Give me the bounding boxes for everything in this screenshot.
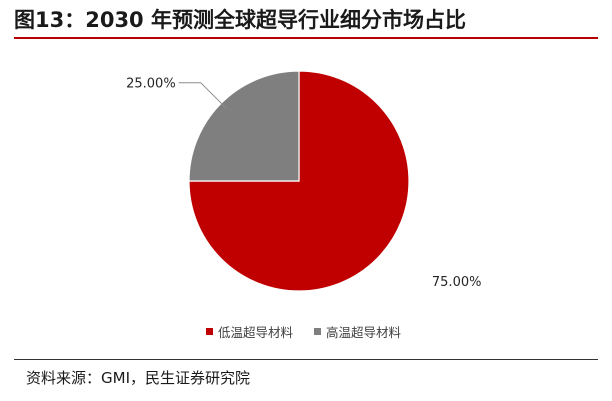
- legend-label-1: 低温超导材料: [218, 325, 294, 340]
- leader-line-2: [178, 82, 228, 110]
- title-rule: [14, 37, 598, 39]
- legend-swatch-2: [314, 328, 321, 335]
- data-label-1: 75.00%: [432, 275, 482, 290]
- data-label-2: 25.00%: [126, 77, 176, 92]
- pie-chart: 75.00% 25.00% 低温超导材料 高温超导材料: [126, 70, 482, 340]
- figure-title: 图13：2030 年预测全球超导行业细分市场占比: [14, 8, 466, 32]
- source-note: 资料来源：GMI，民生证券研究院: [26, 369, 250, 387]
- legend-label-2: 高温超导材料: [326, 325, 402, 340]
- source-rule: [14, 359, 598, 360]
- legend-swatch-1: [206, 328, 213, 335]
